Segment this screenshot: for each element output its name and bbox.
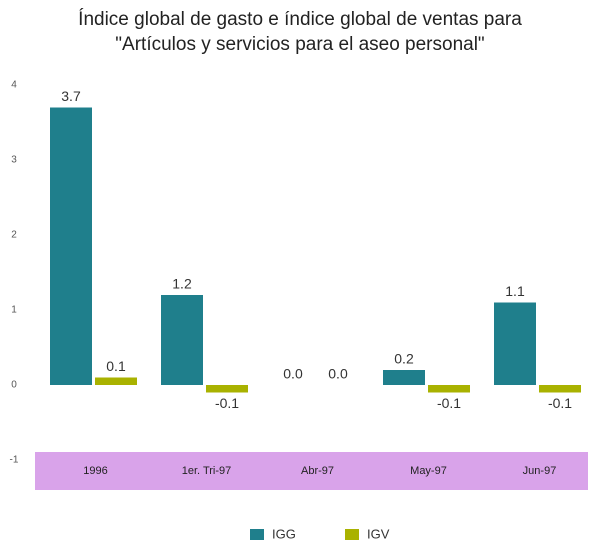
data-label: -0.1 xyxy=(215,395,239,411)
legend-label: IGV xyxy=(367,526,390,541)
bar xyxy=(95,377,137,385)
x-tick-label: Jun-97 xyxy=(523,465,557,477)
legend-swatch xyxy=(345,529,359,540)
y-tick-label: 0 xyxy=(11,380,17,391)
data-label: -0.1 xyxy=(548,395,572,411)
chart-title: "Artículos y servicios para el aseo pers… xyxy=(115,34,484,55)
data-label: 1.2 xyxy=(172,276,192,292)
data-label: 1.1 xyxy=(505,283,525,299)
y-tick-label: -1 xyxy=(10,455,19,466)
data-label: 0.2 xyxy=(394,351,414,367)
data-label: 0.0 xyxy=(328,366,348,382)
data-label: 0.1 xyxy=(106,358,126,374)
bar xyxy=(161,295,203,385)
data-label: 0.0 xyxy=(283,366,303,382)
bar xyxy=(50,107,92,385)
data-label: 3.7 xyxy=(61,88,81,104)
legend-swatch xyxy=(250,529,264,540)
x-tick-label: 1996 xyxy=(83,465,107,477)
x-tick-label: May-97 xyxy=(410,465,447,477)
data-label: -0.1 xyxy=(437,395,461,411)
y-tick-label: 3 xyxy=(11,155,17,166)
bar xyxy=(206,385,248,393)
chart-title: Índice global de gasto e índice global d… xyxy=(78,9,522,30)
bar xyxy=(428,385,470,393)
y-tick-label: 4 xyxy=(11,80,17,91)
bar xyxy=(494,302,536,385)
category-band xyxy=(35,452,588,490)
bar xyxy=(539,385,581,393)
x-tick-label: Abr-97 xyxy=(301,465,334,477)
x-tick-label: 1er. Tri-97 xyxy=(182,465,232,477)
y-tick-label: 2 xyxy=(11,230,17,241)
bar xyxy=(383,370,425,385)
y-tick-label: 1 xyxy=(11,305,17,316)
legend-label: IGG xyxy=(272,526,296,541)
